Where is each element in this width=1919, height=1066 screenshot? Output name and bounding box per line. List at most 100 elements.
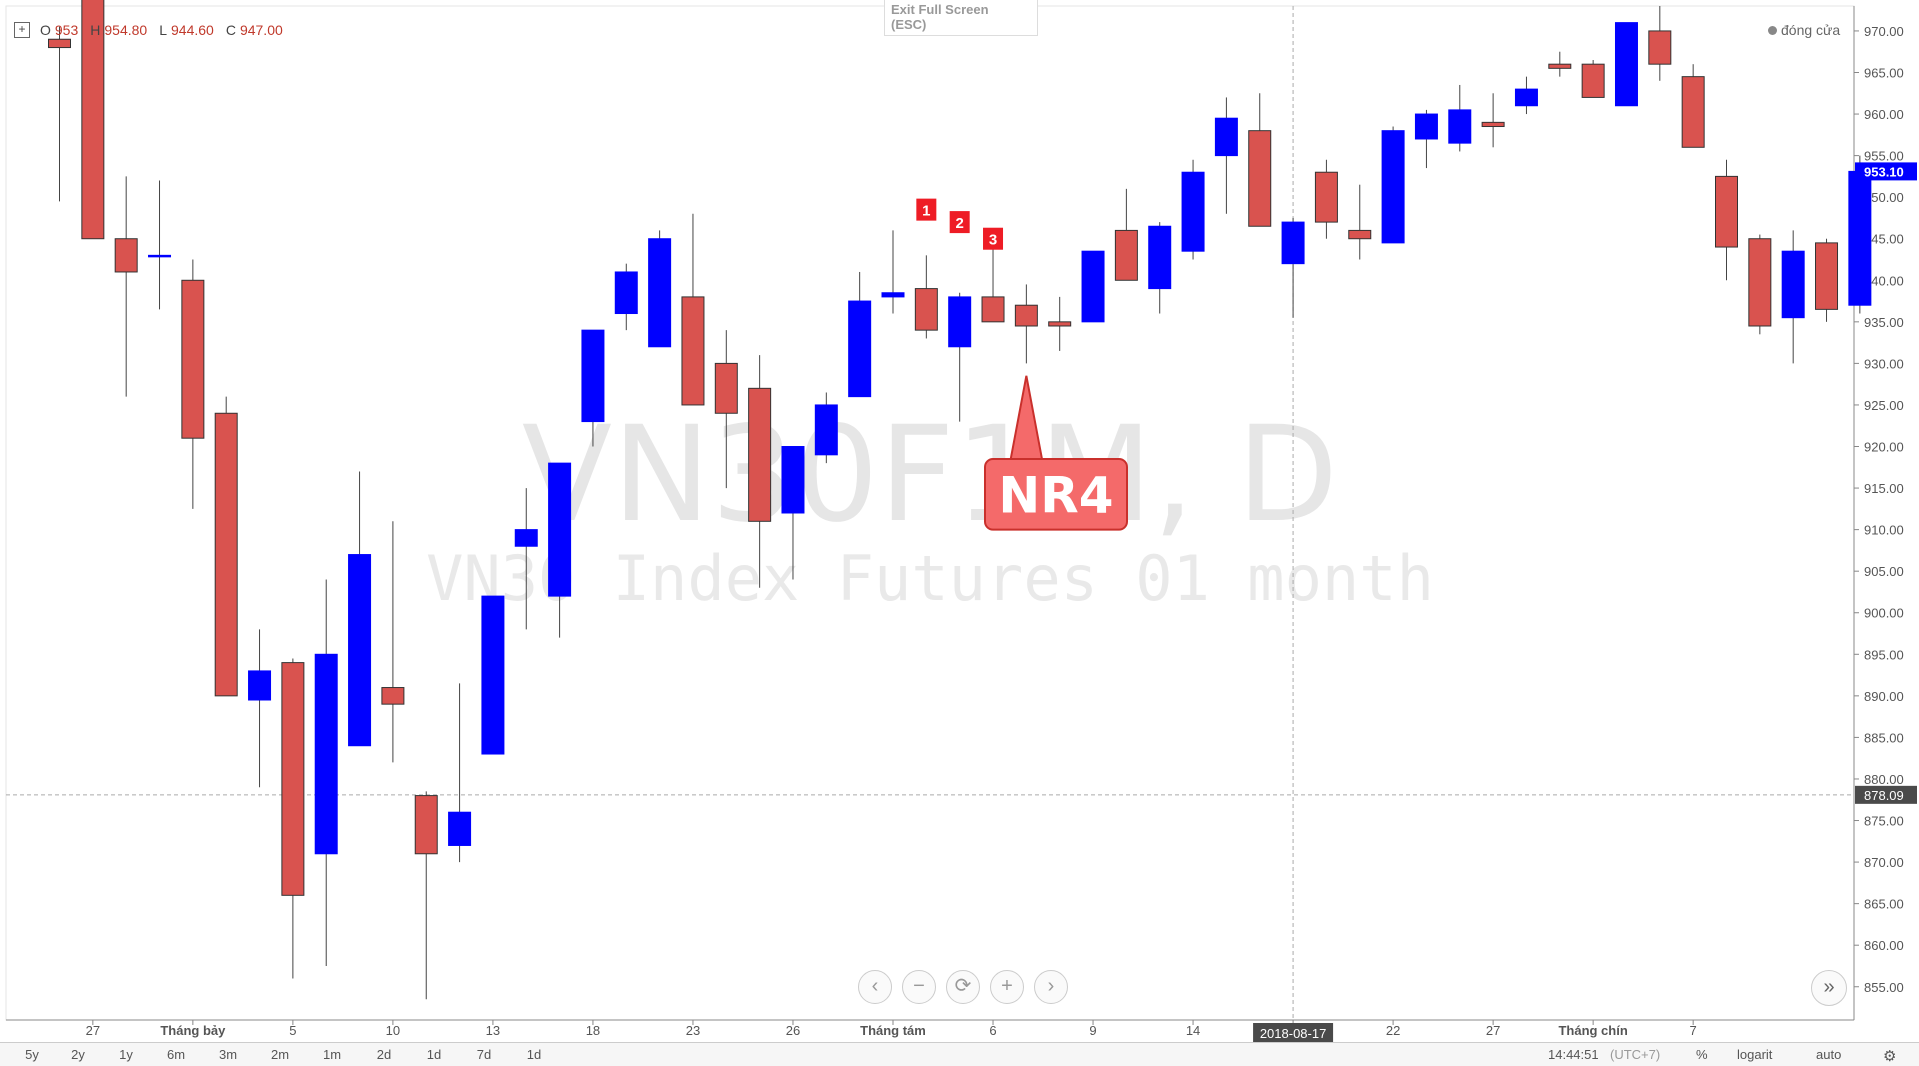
chevron-left-icon[interactable]: ‹ bbox=[858, 970, 892, 1004]
x-tick-label: Tháng bảy bbox=[160, 1023, 226, 1038]
plot-area[interactable] bbox=[5, 5, 1855, 1021]
range-1y[interactable]: 1y bbox=[119, 1047, 133, 1062]
status-dot-icon bbox=[1768, 26, 1777, 35]
time-axis[interactable]: 27 Tháng bảy 5 10 13 18 23 26 Tháng tám 6 9 14 22 27 T… bbox=[6, 1019, 1854, 1038]
candle-down bbox=[681, 296, 705, 406]
log-toggle[interactable]: logarit bbox=[1737, 1047, 1773, 1062]
y-tick-label: 860.00 bbox=[1864, 938, 1904, 953]
candle-up bbox=[881, 292, 905, 298]
candle-up bbox=[581, 329, 605, 423]
range-2y[interactable]: 2y bbox=[71, 1047, 85, 1062]
candle-down bbox=[1815, 242, 1839, 310]
range-1d[interactable]: 1d bbox=[426, 1047, 442, 1062]
range-7d[interactable]: 7d bbox=[476, 1047, 492, 1062]
candle-up bbox=[314, 653, 338, 855]
candle-up bbox=[514, 529, 538, 547]
nr4-marker-box bbox=[983, 227, 1004, 250]
candle-down bbox=[414, 795, 438, 855]
candle-up bbox=[548, 462, 572, 597]
y-tick-label: 865.00 bbox=[1864, 897, 1904, 912]
candle-up bbox=[1848, 170, 1872, 306]
plus-box-icon[interactable]: + bbox=[14, 22, 30, 38]
close-value: 947.00 bbox=[239, 22, 283, 38]
nr4-marker-label: 3 bbox=[989, 232, 997, 249]
range-1d-intraday[interactable]: 1d bbox=[526, 1047, 542, 1062]
x-tick-label: 9 bbox=[1089, 1023, 1096, 1038]
auto-toggle[interactable]: auto bbox=[1816, 1047, 1842, 1062]
candle-down bbox=[748, 387, 772, 522]
refresh-icon[interactable]: ⟳ bbox=[946, 970, 980, 1004]
exit-fullscreen-hint: (ESC) bbox=[891, 17, 927, 32]
x-tick-label: 14 bbox=[1186, 1023, 1200, 1038]
crosshair-date-box bbox=[1253, 1023, 1334, 1042]
candle-down bbox=[1248, 130, 1272, 227]
candle-up bbox=[1181, 171, 1205, 252]
axis-price-labels: 953.10 878.09 2018-08-17 bbox=[1253, 162, 1917, 1042]
y-tick-label: 930.00 bbox=[1864, 356, 1904, 371]
candle-down bbox=[981, 296, 1005, 323]
candle-up bbox=[1448, 109, 1472, 144]
percent-toggle[interactable]: % bbox=[1696, 1047, 1708, 1062]
candle-up bbox=[948, 296, 972, 348]
candle-down bbox=[1548, 63, 1572, 69]
y-tick-label: 910.00 bbox=[1864, 523, 1904, 538]
candle-down bbox=[1681, 76, 1705, 148]
open-value: 953 bbox=[54, 22, 79, 38]
candle-down bbox=[1048, 321, 1072, 327]
candle-down bbox=[914, 288, 938, 331]
x-tick-label: 13 bbox=[486, 1023, 500, 1038]
range-6m[interactable]: 6m bbox=[166, 1047, 186, 1062]
market-status: đóng cửa bbox=[1768, 22, 1840, 38]
candle-up bbox=[448, 811, 472, 846]
crosshair-date-label: 2018-08-17 bbox=[1260, 1026, 1327, 1041]
y-tick-label: 960.00 bbox=[1864, 107, 1904, 122]
y-tick-label: 965.00 bbox=[1864, 65, 1904, 80]
nr4-annotation[interactable]: 1 2 3 NR4 bbox=[916, 198, 1128, 531]
candle-up bbox=[1281, 221, 1305, 265]
candle-down bbox=[214, 412, 238, 697]
candle-up bbox=[1514, 88, 1538, 107]
range-2m[interactable]: 2m bbox=[270, 1047, 290, 1062]
last-price-box bbox=[1855, 162, 1917, 181]
y-tick-label: 925.00 bbox=[1864, 398, 1904, 413]
plus-icon[interactable]: + bbox=[990, 970, 1024, 1004]
y-tick-label: 955.00 bbox=[1864, 149, 1904, 164]
candle-down bbox=[714, 362, 738, 414]
ohlc-legend: + O 953 H 954.80 L 944.60 C 947.00 bbox=[14, 22, 291, 38]
y-tick-label: 885.00 bbox=[1864, 730, 1904, 745]
candle-up bbox=[481, 595, 505, 755]
double-chevron-right-icon[interactable]: » bbox=[1811, 970, 1847, 1006]
candle-up bbox=[1214, 117, 1238, 157]
timezone[interactable]: (UTC+7) bbox=[1610, 1047, 1661, 1062]
clock: 14:44:51 bbox=[1548, 1047, 1599, 1062]
candle-up bbox=[1148, 225, 1172, 290]
y-tick-label: 900.00 bbox=[1864, 606, 1904, 621]
chevron-right-icon[interactable]: › bbox=[1034, 970, 1068, 1004]
y-tick-label: 935.00 bbox=[1864, 315, 1904, 330]
minus-icon[interactable]: − bbox=[902, 970, 936, 1004]
low-value: 944.60 bbox=[171, 22, 214, 38]
y-tick-label: 855.00 bbox=[1864, 980, 1904, 995]
y-tick-label: 870.00 bbox=[1864, 855, 1904, 870]
range-3m[interactable]: 3m bbox=[218, 1047, 238, 1062]
y-tick-label: 940.00 bbox=[1864, 273, 1904, 288]
exit-fullscreen-button[interactable]: Exit Full Screen (ESC) bbox=[884, 0, 1038, 36]
gear-icon[interactable]: ⚙ bbox=[1883, 1048, 1897, 1065]
crosshair-price-box bbox=[1855, 785, 1917, 804]
high-label: H bbox=[90, 22, 101, 38]
y-tick-label: 895.00 bbox=[1864, 647, 1904, 662]
candle-up bbox=[1414, 113, 1438, 140]
bottom-toolbar: 5y 2y 1y 6m 3m 2m 1m 2d 1d 7d 1d 14:44:5… bbox=[0, 1042, 1919, 1066]
candle-down bbox=[48, 38, 71, 49]
range-5y[interactable]: 5y bbox=[25, 1047, 39, 1062]
range-2d[interactable]: 2d bbox=[376, 1047, 392, 1062]
candle-up bbox=[648, 238, 672, 348]
candlestick-series[interactable] bbox=[48, 0, 1872, 1000]
x-tick-label: Tháng tám bbox=[860, 1023, 926, 1038]
range-1m[interactable]: 1m bbox=[322, 1047, 342, 1062]
price-axis[interactable]: 855.00 860.00 865.00 870.00 875.00 880.00 885.… bbox=[1853, 6, 1904, 1020]
price-chart[interactable]: VN30F1M, D VN30 Index Futures 01 month 8… bbox=[0, 0, 1919, 1042]
x-tick-label: 5 bbox=[289, 1023, 296, 1038]
candle-up bbox=[614, 271, 638, 315]
y-tick-label: 890.00 bbox=[1864, 689, 1904, 704]
